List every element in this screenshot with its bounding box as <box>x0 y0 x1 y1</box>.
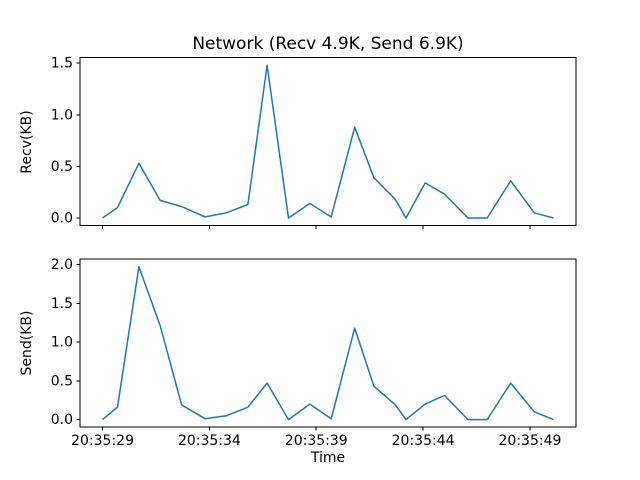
x-tick-label: 20:35:44 <box>392 433 455 449</box>
send-y-tick-label: 1.5 <box>51 296 73 312</box>
send-line <box>102 266 554 421</box>
recv-y-axis-label: Recv(KB) <box>19 110 35 174</box>
recv-y-tick-label: 1.0 <box>51 107 73 123</box>
send-y-tick-label: 1.0 <box>51 335 73 351</box>
chart-title: Network (Recv 4.9K, Send 6.9K) <box>192 34 464 54</box>
send-y-axis-label: Send(KB) <box>19 310 35 376</box>
x-tick-label: 20:35:39 <box>285 433 348 449</box>
send-y-tick-label: 2.0 <box>51 257 73 273</box>
send-axes-border <box>79 258 577 428</box>
x-axis-label: Time <box>310 450 346 466</box>
send-y-tick-label: 0.5 <box>51 373 73 389</box>
x-tick-label: 20:35:34 <box>178 433 241 449</box>
x-tick-label: 20:35:29 <box>71 433 134 449</box>
recv-y-tick-label: 0.5 <box>51 159 73 175</box>
recv-line <box>102 64 554 219</box>
recv-y-tick-label: 1.5 <box>51 56 73 72</box>
x-tick-label: 20:35:49 <box>499 433 562 449</box>
send-y-tick-label: 0.0 <box>51 412 73 428</box>
recv-y-tick-label: 0.0 <box>51 210 73 226</box>
recv-axes-border <box>79 57 577 227</box>
